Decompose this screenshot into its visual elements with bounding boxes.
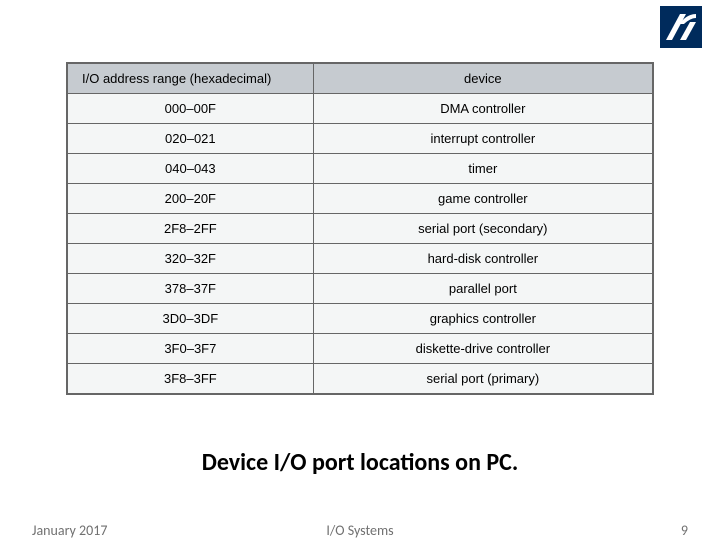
footer-page: 9 xyxy=(681,522,688,539)
institution-logo xyxy=(660,6,702,48)
cell-address: 000–00F xyxy=(68,94,314,124)
table-row: 2F8–2FFserial port (secondary) xyxy=(68,214,653,244)
cell-device: serial port (primary) xyxy=(313,364,652,394)
table-row: 3D0–3DFgraphics controller xyxy=(68,304,653,334)
cell-address: 020–021 xyxy=(68,124,314,154)
cell-address: 2F8–2FF xyxy=(68,214,314,244)
table-header-row: I/O address range (hexadecimal) device xyxy=(68,64,653,94)
io-ports-table: I/O address range (hexadecimal) device 0… xyxy=(66,62,654,395)
cell-address: 378–37F xyxy=(68,274,314,304)
footer-center: I/O Systems xyxy=(0,522,720,539)
cell-address: 3F8–3FF xyxy=(68,364,314,394)
cell-device: parallel port xyxy=(313,274,652,304)
cell-address: 3F0–3F7 xyxy=(68,334,314,364)
cell-device: diskette-drive controller xyxy=(313,334,652,364)
cell-device: interrupt controller xyxy=(313,124,652,154)
table-row: 000–00FDMA controller xyxy=(68,94,653,124)
cell-address: 3D0–3DF xyxy=(68,304,314,334)
cell-address: 320–32F xyxy=(68,244,314,274)
col-header-device: device xyxy=(313,64,652,94)
table-row: 320–32Fhard-disk controller xyxy=(68,244,653,274)
cell-device: graphics controller xyxy=(313,304,652,334)
table-row: 378–37Fparallel port xyxy=(68,274,653,304)
cell-device: game controller xyxy=(313,184,652,214)
table-row: 040–043timer xyxy=(68,154,653,184)
slide: I/O address range (hexadecimal) device 0… xyxy=(0,0,720,540)
table-row: 020–021interrupt controller xyxy=(68,124,653,154)
table-row: 200–20Fgame controller xyxy=(68,184,653,214)
col-header-address: I/O address range (hexadecimal) xyxy=(68,64,314,94)
cell-device: hard-disk controller xyxy=(313,244,652,274)
table-row: 3F8–3FFserial port (primary) xyxy=(68,364,653,394)
cell-device: serial port (secondary) xyxy=(313,214,652,244)
cell-device: DMA controller xyxy=(313,94,652,124)
cell-device: timer xyxy=(313,154,652,184)
slide-caption: Device I/O port locations on PC. xyxy=(0,448,720,477)
cell-address: 200–20F xyxy=(68,184,314,214)
table-row: 3F0–3F7diskette-drive controller xyxy=(68,334,653,364)
cell-address: 040–043 xyxy=(68,154,314,184)
